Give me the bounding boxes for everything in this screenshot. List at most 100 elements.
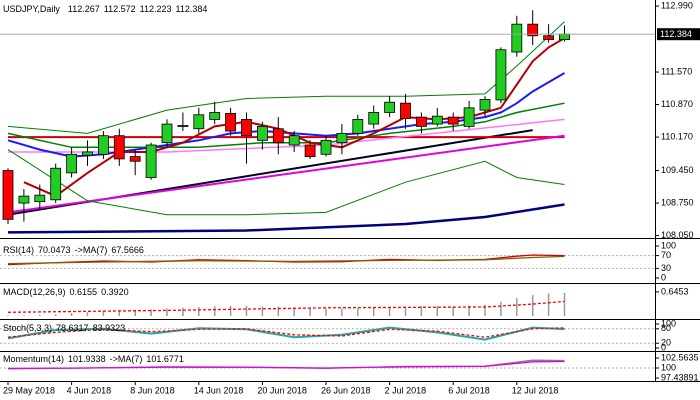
y-tick-label: 70: [661, 250, 671, 260]
histogram-bar: [325, 308, 327, 316]
histogram-bar: [7, 315, 9, 316]
candle-body: [66, 153, 77, 174]
y-tick-label: 112.990: [661, 0, 693, 10]
candle-body: [352, 119, 364, 134]
candle-body: [415, 116, 427, 127]
candle-body: [129, 156, 141, 162]
candle-body: [2, 170, 14, 220]
candle-body: [336, 132, 348, 144]
histogram-bar: [70, 313, 73, 316]
y-tick-label: 20: [661, 338, 671, 348]
candle-body: [368, 112, 380, 125]
y-tick-label: 0: [661, 272, 666, 282]
y-tick-label: 100: [661, 318, 676, 328]
indicator-header: MACD(12,26,9) 0.6155 0.3920: [3, 287, 129, 297]
candle-body: [256, 126, 268, 141]
candle-body: [527, 23, 539, 37]
histogram-bar: [484, 304, 486, 316]
histogram-bar: [500, 301, 502, 316]
indicator-ma-title: ->MA(7): [75, 245, 108, 255]
histogram-bar: [563, 293, 566, 316]
x-tick-label: 4 Jun 2018: [67, 385, 112, 395]
candle-body: [18, 195, 30, 204]
header-value: 112.223: [140, 4, 172, 14]
x-tick-label: 14 Jun 2018: [194, 385, 244, 395]
histogram-bar: [150, 309, 152, 316]
histogram-bar: [166, 308, 168, 316]
candle-body: [288, 135, 300, 146]
indicator-header: RSI(14) 70.0473 ->MA(7) 67.5666: [3, 245, 144, 255]
candle-body: [50, 167, 62, 201]
y-tick-label: 80: [661, 323, 671, 333]
histogram-bar: [54, 314, 57, 316]
candle-body: [34, 194, 46, 203]
candle-body: [209, 112, 221, 120]
candle-body: [241, 119, 252, 137]
candle-body: [400, 102, 411, 119]
candle-body: [479, 99, 491, 111]
candle-body: [145, 144, 157, 178]
histogram-bar: [404, 306, 407, 316]
signal-line: [7, 300, 565, 313]
indicator-value: 101.9338: [68, 354, 106, 364]
x-tick-label: 29 May 2018: [3, 385, 55, 395]
indicator-value: 101.6771: [146, 354, 184, 364]
histogram-bar: [436, 306, 439, 316]
indicator-line: [7, 203, 565, 234]
indicator-value: 83.9323: [93, 323, 126, 333]
histogram-bar: [245, 305, 248, 316]
indicator-line: [7, 360, 565, 370]
histogram-bar: [293, 307, 295, 316]
y-tick-label: 110.870: [661, 99, 693, 109]
histogram-bar: [118, 310, 121, 316]
header-value: USDJPY,Daily: [3, 4, 60, 14]
candle-body: [559, 33, 570, 41]
y-tick-label: 108.750: [661, 197, 694, 207]
x-tick-label: 2 Jul 2018: [385, 385, 427, 395]
candle-body: [161, 123, 173, 144]
histogram-bar: [86, 312, 89, 316]
y-tick-label: 100: [661, 362, 676, 372]
indicator-value: 70.0473: [38, 245, 71, 255]
histogram-bar: [213, 306, 216, 316]
candle-body: [431, 115, 443, 125]
candle-body: [98, 135, 109, 155]
histogram-bar: [341, 308, 343, 316]
header-value: 112.384: [175, 4, 207, 14]
y-tick-label: 109.450: [661, 165, 694, 175]
histogram-bar: [388, 306, 391, 316]
frame: [0, 0, 700, 382]
candle-body: [225, 112, 237, 132]
histogram-bar: [134, 309, 136, 316]
histogram-bar: [102, 311, 105, 316]
y-tick-label: 0.6453: [661, 286, 689, 296]
histogram-bar: [468, 305, 470, 316]
x-tick-label: 12 Jul 2018: [512, 385, 559, 395]
histogram-bar: [372, 307, 375, 316]
candle-body: [304, 144, 316, 158]
indicator-title: RSI(14): [3, 245, 34, 255]
indicator-title: MACD(12,26,9): [3, 287, 66, 297]
x-tick-label: 8 Jun 2018: [130, 385, 175, 395]
indicator-header: Momentum(14) 101.9338 ->MA(7) 101.6771: [3, 354, 184, 364]
x-tick-label: 20 Jun 2018: [257, 385, 307, 395]
indicator-title: Momentum(14): [3, 354, 64, 364]
candle-body: [272, 128, 284, 144]
candle-body: [384, 101, 396, 113]
histogram-bar: [229, 305, 232, 316]
histogram-bar: [277, 306, 280, 316]
histogram-bar: [182, 307, 184, 316]
chart-header: USDJPY,Daily 112.267 112.572 112.223 112.384: [3, 4, 207, 14]
y-tick-label: 110.170: [661, 131, 693, 141]
y-tick-label: 100: [661, 240, 676, 250]
histogram-bar: [452, 306, 454, 316]
indicator-value: 67.5666: [111, 245, 144, 255]
indicator-line: [7, 149, 565, 216]
indicator-header: Stoch(5,3,3) 78.6317 83.9323: [3, 323, 125, 333]
candle-body: [511, 23, 523, 53]
histogram-bar: [309, 308, 311, 316]
indicator-line: [7, 134, 565, 214]
candle-body: [177, 125, 189, 127]
